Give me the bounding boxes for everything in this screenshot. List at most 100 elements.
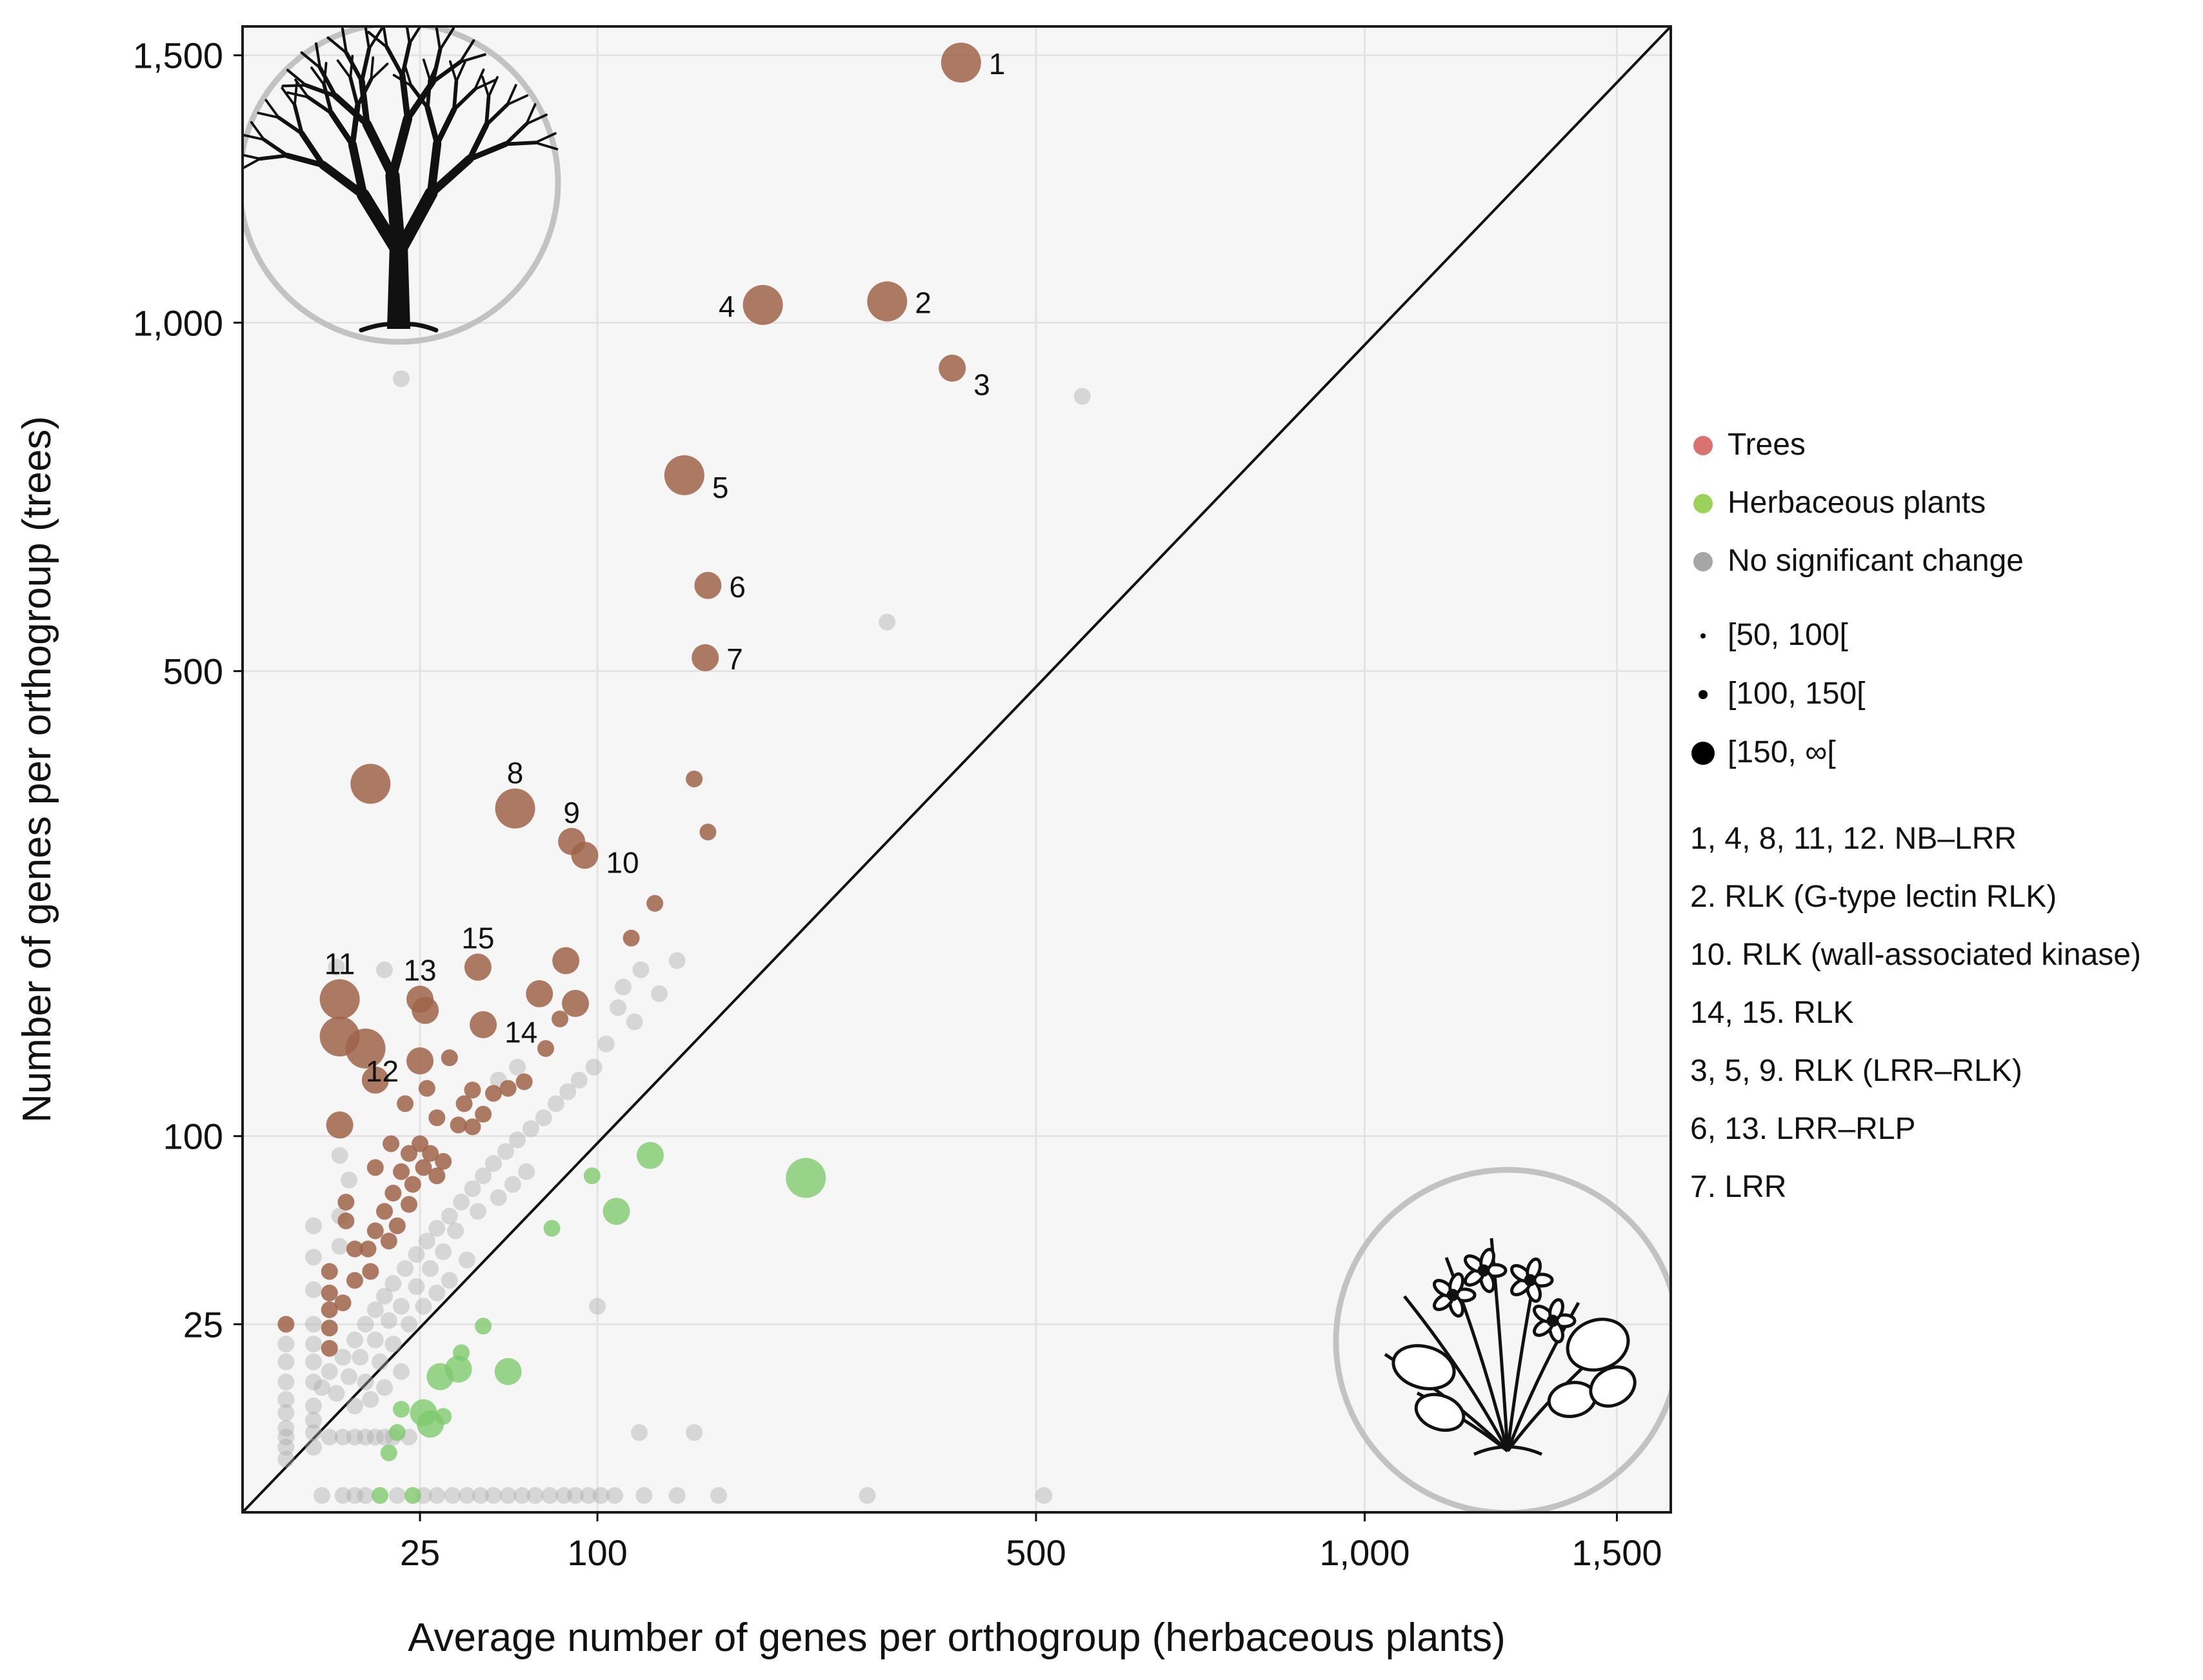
tree-branch bbox=[399, 72, 411, 123]
herbaceous-plant-illustration-badge bbox=[1333, 1167, 1671, 1512]
no-change-point bbox=[570, 1071, 588, 1089]
tree-branch bbox=[294, 78, 310, 99]
legend-size-marker bbox=[1700, 633, 1706, 638]
tree-branch bbox=[250, 121, 266, 141]
tree-point bbox=[362, 1263, 379, 1280]
no-change-point bbox=[346, 1428, 363, 1446]
tree-branch bbox=[426, 139, 442, 198]
tree-point bbox=[623, 929, 640, 947]
tree-branch bbox=[370, 56, 375, 81]
no-change-point bbox=[580, 1487, 597, 1504]
no-change-point bbox=[441, 1272, 458, 1289]
herbaceous-point bbox=[603, 1198, 630, 1225]
legend-family-note: 3, 5, 9. RLK (LRR–RLK) bbox=[1690, 1054, 2022, 1088]
tree-point bbox=[743, 284, 783, 325]
no-change-point bbox=[331, 1238, 348, 1255]
no-change-point bbox=[435, 1243, 452, 1260]
tree-point bbox=[464, 1118, 481, 1136]
no-change-point bbox=[651, 985, 668, 1002]
tree-point bbox=[552, 947, 580, 974]
no-change-point bbox=[352, 1349, 369, 1366]
tree-branch bbox=[359, 46, 372, 83]
plant-stem bbox=[1506, 1283, 1535, 1452]
tree-point bbox=[406, 1047, 434, 1074]
plant-leaf bbox=[1414, 1392, 1466, 1432]
no-change-point bbox=[346, 1331, 363, 1349]
tree-branch bbox=[306, 95, 334, 115]
tree-point bbox=[694, 571, 722, 599]
point-label: 6 bbox=[729, 570, 746, 604]
tree-branch bbox=[292, 103, 304, 135]
no-change-point bbox=[585, 1058, 603, 1076]
point-label: 9 bbox=[563, 796, 580, 829]
tree-point bbox=[562, 989, 590, 1017]
no-change-point bbox=[357, 1316, 374, 1333]
no-change-point bbox=[277, 1419, 295, 1437]
herbaceous-point bbox=[475, 1318, 492, 1335]
legend-size-label: [150, ∞[ bbox=[1728, 735, 1836, 769]
tree-point bbox=[435, 1152, 452, 1170]
tree-branch bbox=[300, 51, 322, 70]
no-change-point bbox=[484, 1487, 502, 1504]
tree-point bbox=[664, 455, 704, 495]
point-label: 1 bbox=[989, 47, 1006, 81]
tree-branch bbox=[452, 87, 477, 112]
legend-size-marker bbox=[1699, 690, 1708, 699]
tree-point bbox=[450, 1116, 467, 1134]
tree-branch bbox=[422, 58, 432, 81]
no-change-point bbox=[526, 1487, 544, 1504]
no-change-point bbox=[366, 1428, 384, 1446]
tree-branch bbox=[424, 104, 440, 147]
no-change-point bbox=[277, 1404, 295, 1421]
no-change-point bbox=[555, 1487, 573, 1504]
no-change-point bbox=[509, 1131, 526, 1149]
legend-swatch-herbaceous bbox=[1693, 494, 1713, 513]
tree-branch bbox=[317, 65, 338, 99]
herbaceous-point bbox=[583, 1167, 601, 1185]
no-change-point bbox=[458, 1251, 475, 1269]
tree-branch bbox=[503, 122, 528, 146]
plant-stem bbox=[1403, 1295, 1510, 1452]
no-change-point bbox=[610, 999, 627, 1016]
tree-branch bbox=[284, 152, 326, 168]
plant-icon bbox=[1384, 1238, 1637, 1456]
tree-point bbox=[428, 1167, 446, 1185]
no-change-point bbox=[859, 1487, 876, 1504]
no-change-point bbox=[401, 1316, 418, 1333]
x-tick-label: 25 bbox=[400, 1532, 440, 1573]
x-tick-label: 500 bbox=[1006, 1532, 1066, 1573]
no-change-point bbox=[372, 1353, 389, 1370]
no-change-point bbox=[314, 1487, 330, 1504]
plant-flower-center bbox=[1524, 1274, 1537, 1287]
no-change-point bbox=[376, 1379, 394, 1396]
no-change-point bbox=[504, 1176, 521, 1193]
legend-family-note: 6, 13. LRR–RLP bbox=[1690, 1112, 1916, 1146]
tree-badge-circle bbox=[243, 26, 561, 345]
tree-branch bbox=[258, 153, 290, 161]
no-change-point bbox=[614, 978, 632, 996]
tree-branch bbox=[281, 84, 308, 88]
plant-leaf bbox=[1391, 1344, 1456, 1390]
no-change-point bbox=[1035, 1487, 1053, 1504]
no-change-point bbox=[321, 1363, 338, 1380]
y-tick-label: 100 bbox=[163, 1116, 223, 1157]
legend-size-marker bbox=[1691, 742, 1715, 765]
point-label: 3 bbox=[973, 368, 990, 401]
tree-branch bbox=[367, 30, 388, 49]
no-change-point bbox=[305, 1316, 323, 1333]
no-change-point bbox=[277, 1336, 295, 1353]
no-change-point bbox=[499, 1487, 517, 1504]
tree-branch bbox=[487, 75, 499, 99]
tree-branch bbox=[484, 95, 491, 127]
no-change-point bbox=[469, 1203, 486, 1220]
no-change-point bbox=[497, 1143, 514, 1160]
no-change-point bbox=[567, 1487, 584, 1504]
tree-branch bbox=[466, 141, 509, 162]
no-change-point bbox=[393, 1298, 410, 1315]
y-tick-label: 25 bbox=[183, 1304, 223, 1345]
no-change-point bbox=[305, 1217, 323, 1234]
no-change-point bbox=[428, 1487, 446, 1504]
